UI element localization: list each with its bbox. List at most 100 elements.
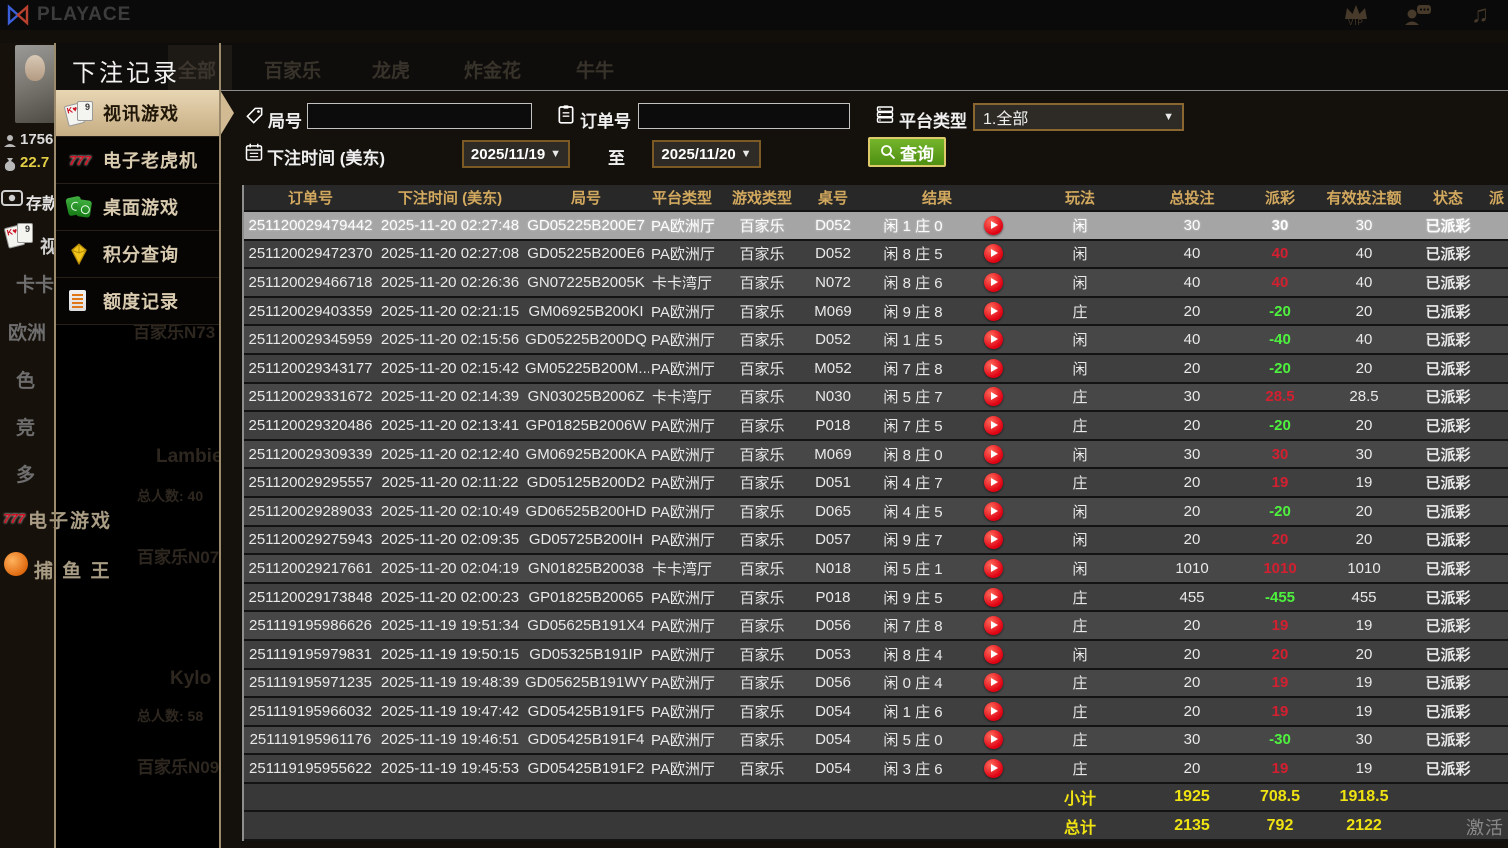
footer-spacer [244, 783, 1018, 811]
sidebar-item-table-games[interactable]: 桌面游戏 [56, 184, 220, 231]
sidebar-item-points-query[interactable]: 积分查询 [56, 231, 220, 278]
play-video-button[interactable] [983, 244, 1003, 264]
ghost-tab: 龙虎 [372, 61, 411, 82]
table-row[interactable]: 251120029466718 2025-11-20 02:26:36 GN0722… [244, 269, 1508, 296]
play-video-button[interactable] [983, 730, 1003, 750]
order-number-cell: 251119195966032 [244, 698, 377, 725]
valid-bet-cell: 1010 [1319, 555, 1410, 582]
valid-bet-cell: 40 [1319, 240, 1410, 268]
payout-cell: -20 [1241, 297, 1320, 325]
fishing-icon [4, 552, 28, 576]
search-button[interactable]: 查询 [868, 137, 946, 167]
play-video-button[interactable] [983, 272, 1003, 292]
play-video-button[interactable] [983, 215, 1003, 235]
play-video-button[interactable] [983, 358, 1003, 378]
table-row[interactable]: 251119195971235 2025-11-19 19:48:39 GD0562… [244, 669, 1508, 697]
table-row[interactable]: 251120029289033 2025-11-20 02:10:49 GD0652… [244, 497, 1508, 525]
round-id-cell: GP01825B20065 [523, 583, 649, 611]
table-row[interactable]: 251120029343177 2025-11-20 02:15:42 GM0522… [244, 354, 1508, 382]
table-row[interactable]: 251120029472370 2025-11-20 02:27:08 GD0522… [244, 240, 1508, 268]
sidebar-item-slots[interactable]: 777 电子老虎机 [56, 137, 220, 184]
table-row[interactable]: 251120029217661 2025-11-20 02:04:19 GN0182… [244, 555, 1508, 582]
total-row: 总计 2135 792 2122 [244, 812, 1508, 840]
table-row[interactable]: 251119195986626 2025-11-19 19:51:34 GD0562… [244, 612, 1508, 639]
round-id-input[interactable] [307, 103, 532, 129]
table-row[interactable]: 251119195955622 2025-11-19 19:45:53 GD0542… [244, 755, 1508, 782]
payout-cell: 1010 [1241, 555, 1320, 582]
order-number-cell: 251120029403359 [244, 297, 377, 325]
play-video-button[interactable] [983, 701, 1003, 721]
table-row[interactable]: 251120029173848 2025-11-20 02:00:23 GP0182… [244, 583, 1508, 611]
table-row[interactable]: 251119195979831 2025-11-19 19:50:15 GD0532… [244, 640, 1508, 668]
game-type-cell: 百家乐 [715, 755, 809, 782]
sub-strip [0, 30, 1508, 43]
sidebar-item-quota-records[interactable]: 额度记录 [56, 278, 220, 325]
play-video-button[interactable] [983, 473, 1003, 493]
table-row[interactable]: 251120029275943 2025-11-20 02:09:35 GD0572… [244, 526, 1508, 554]
status-cell: 已派彩 [1409, 755, 1488, 782]
order-number-cell: 251120029217661 [244, 555, 377, 582]
order-number-cell: 251120029275943 [244, 526, 377, 554]
total-bet-cell: 40 [1143, 326, 1242, 353]
customer-service-button[interactable] [1398, 1, 1438, 29]
top-bar: PLAYACE VIP ♫ [0, 0, 1508, 30]
page-title: 下注记录 [72, 60, 180, 87]
table-number-cell: N030 [809, 383, 857, 411]
play-video-button[interactable] [983, 330, 1003, 350]
play-video-button[interactable] [983, 501, 1003, 521]
header-round-id: 局号 [523, 185, 649, 210]
bet-side-cell: 庄 [1017, 469, 1144, 496]
table-row[interactable]: 251119195966032 2025-11-19 19:47:42 GD0542… [244, 698, 1508, 725]
status-cell: 已派彩 [1409, 640, 1488, 668]
balance-amount: 22.7 [20, 154, 50, 171]
lobby-card-title: 百家乐N09 [137, 758, 220, 777]
total-bet-cell: 40 [1143, 240, 1242, 268]
order-number-input[interactable] [638, 103, 850, 129]
bet-time-cell: 2025-11-20 02:21:15 [377, 297, 523, 325]
bet-side-cell: 闲 [1017, 555, 1144, 582]
game-type-cell: 百家乐 [715, 669, 809, 697]
game-type-cell: 百家乐 [715, 726, 809, 754]
date-from-select[interactable]: 2025/11/19 ▼ [462, 140, 570, 168]
play-video-button[interactable] [983, 673, 1003, 693]
platform-type-select[interactable]: 1.全部 ▼ [973, 103, 1184, 131]
platform-cell: PA欧洲厅 [649, 412, 715, 439]
table-row[interactable]: 251120029295557 2025-11-20 02:11:22 GD0512… [244, 469, 1508, 496]
round-id-cell: GN07225B2005K [523, 269, 649, 296]
play-cell [969, 412, 1018, 439]
table-row[interactable]: 251120029479442 2025-11-20 02:27:48 GD0522… [244, 212, 1508, 239]
table-number-cell: D052 [809, 326, 857, 353]
play-video-button[interactable] [983, 759, 1003, 779]
vip-button[interactable]: VIP [1336, 1, 1376, 29]
platform-cell: PA欧洲厅 [649, 354, 715, 382]
music-button[interactable]: ♫ [1460, 1, 1500, 29]
table-row[interactable]: 251120029331672 2025-11-20 02:14:39 GN0302… [244, 383, 1508, 411]
table-row[interactable]: 251120029403359 2025-11-20 02:21:15 GM0692… [244, 297, 1508, 325]
sidebar-item-video-games[interactable]: K♥ 9 视讯游戏 [56, 90, 234, 137]
play-video-button[interactable] [983, 530, 1003, 550]
result-cell: 闲 3 庄 6 [857, 755, 969, 782]
play-video-button[interactable] [983, 644, 1003, 664]
order-number-cell: 251119195955622 [244, 755, 377, 782]
play-video-button[interactable] [983, 387, 1003, 407]
table-row[interactable]: 251119195961176 2025-11-19 19:46:51 GD0542… [244, 726, 1508, 754]
play-video-button[interactable] [983, 444, 1003, 464]
table-row[interactable]: 251120029309339 2025-11-20 02:12:40 GM0692… [244, 440, 1508, 468]
play-video-button[interactable] [983, 415, 1003, 435]
rail-category: 竞 [16, 418, 36, 439]
date-to-select[interactable]: 2025/11/20 ▼ [652, 140, 761, 168]
play-video-button[interactable] [983, 558, 1003, 578]
status-cell: 已派彩 [1409, 669, 1488, 697]
brand-name: PLAYACE [37, 4, 132, 25]
payout-cell: 19 [1241, 698, 1320, 725]
round-id-cell: GD05225B200DQ [523, 326, 649, 353]
play-video-button[interactable] [983, 587, 1003, 607]
round-id-cell: GD05125B200D2 [523, 469, 649, 496]
bet-side-cell: 闲 [1017, 269, 1144, 296]
table-row[interactable]: 251120029320486 2025-11-20 02:13:41 GP0182… [244, 412, 1508, 439]
order-number-cell: 251119195961176 [244, 726, 377, 754]
play-video-button[interactable] [983, 616, 1003, 636]
play-cell [969, 698, 1018, 725]
table-row[interactable]: 251120029345959 2025-11-20 02:15:56 GD0522… [244, 326, 1508, 353]
play-video-button[interactable] [983, 301, 1003, 321]
